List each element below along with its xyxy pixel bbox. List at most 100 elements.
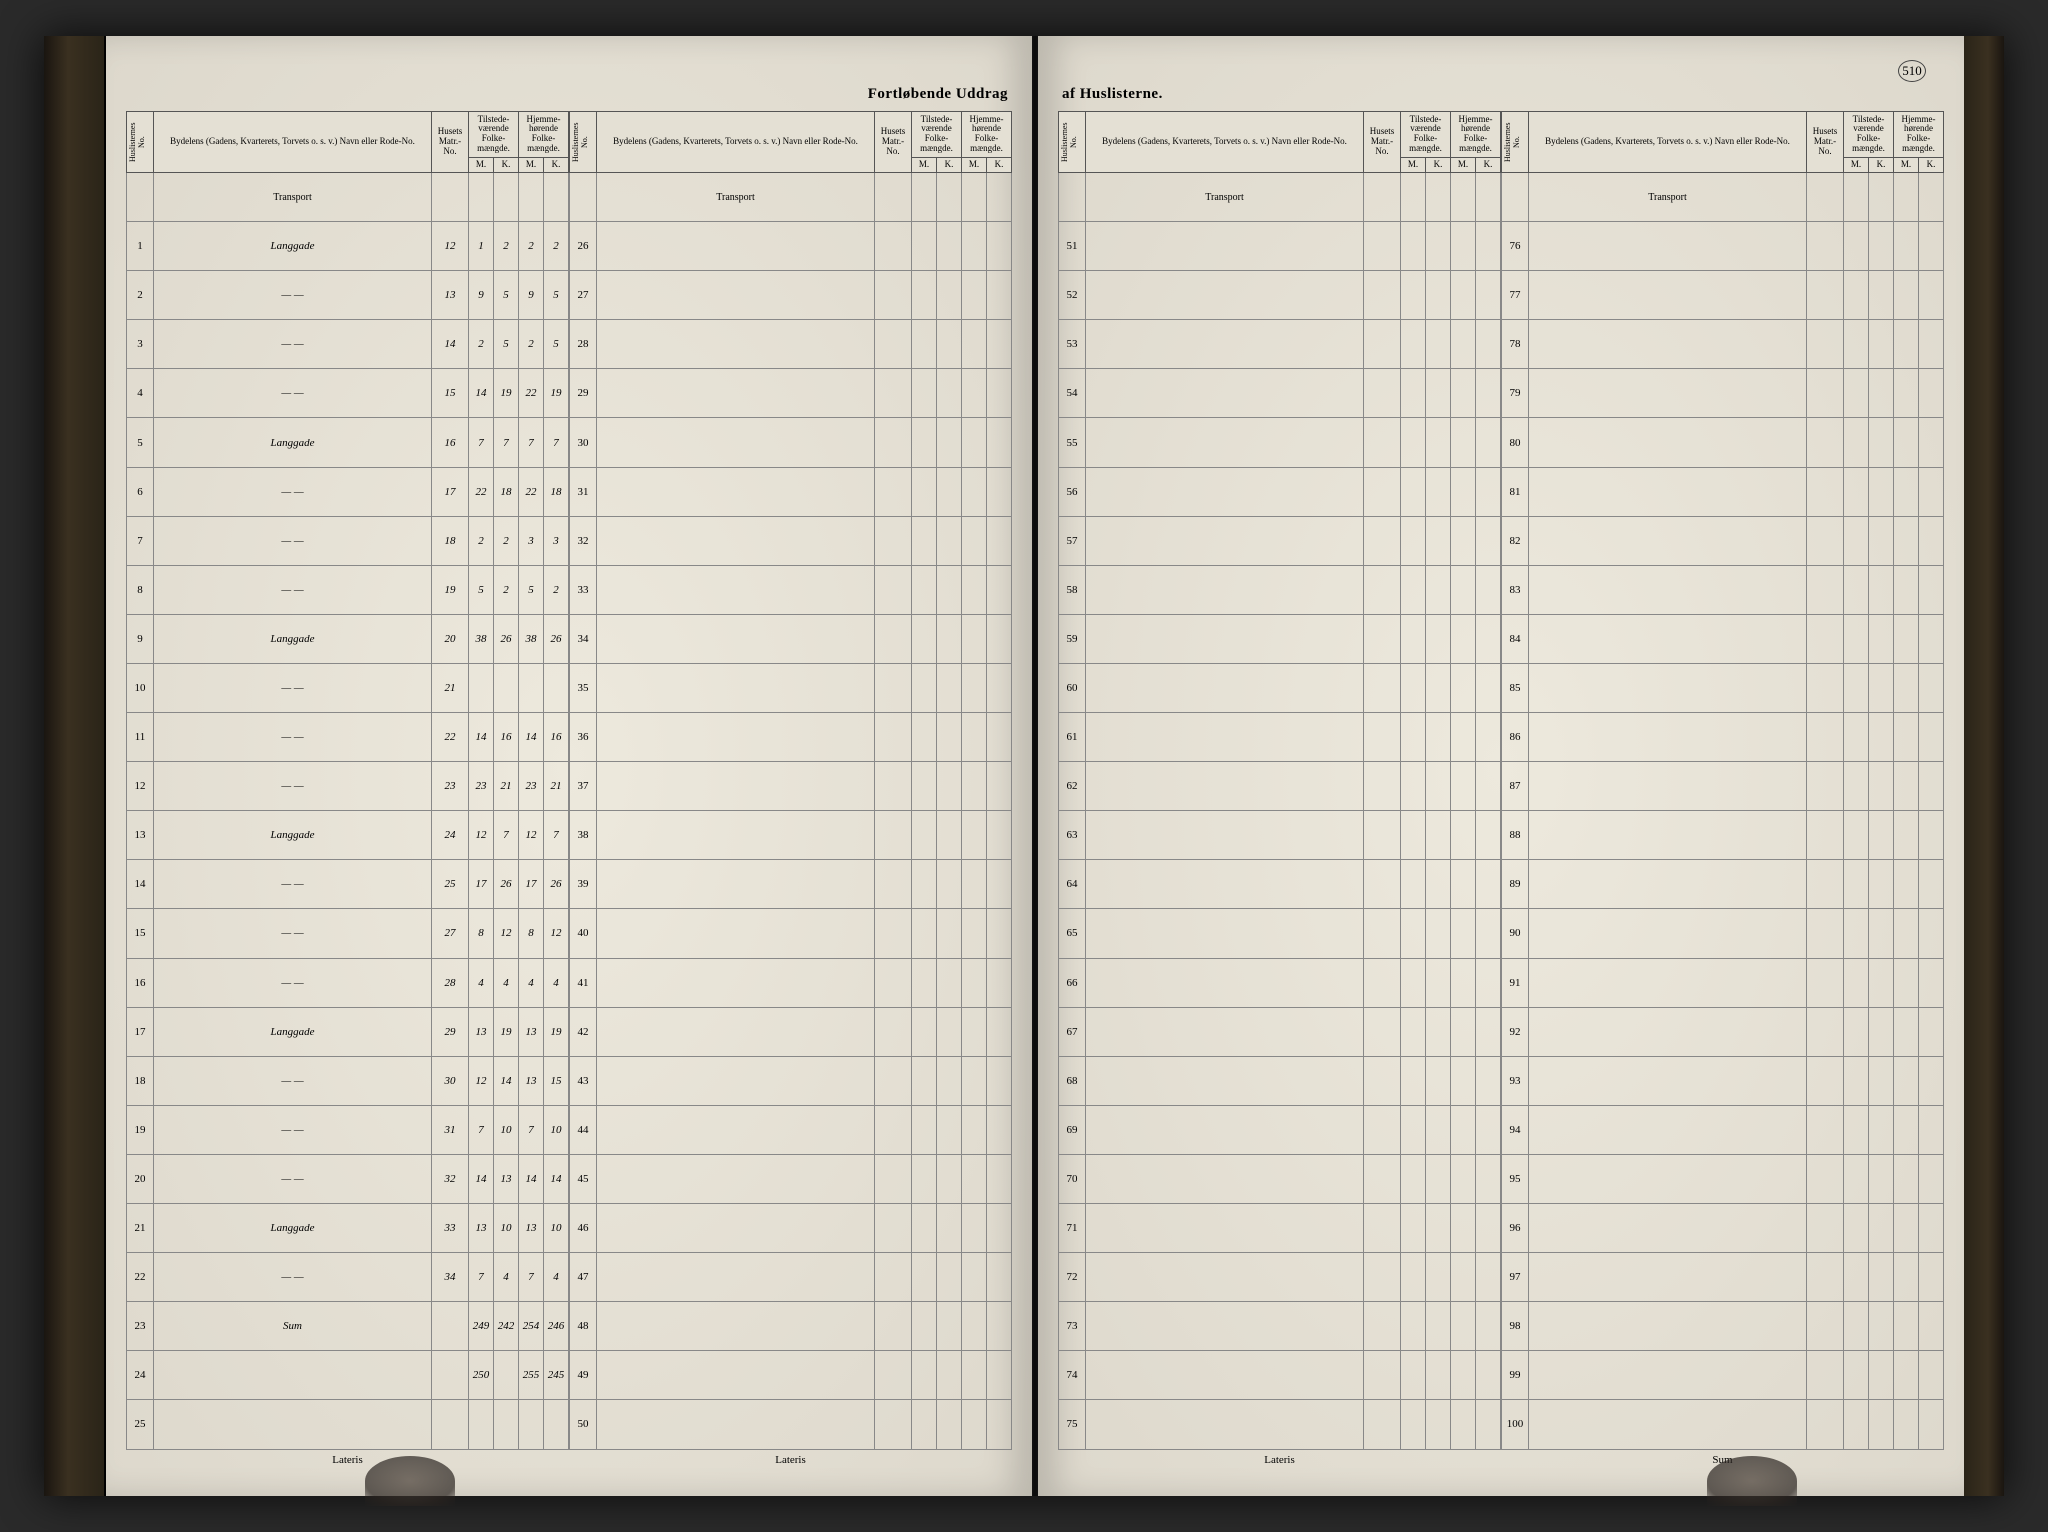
name-cell	[597, 1203, 875, 1252]
row-number: 67	[1059, 1007, 1086, 1056]
hm-cell	[962, 1105, 987, 1154]
name-cell	[1529, 1351, 1807, 1400]
row-number: 42	[570, 1007, 597, 1056]
matr-cell	[875, 663, 912, 712]
hk-cell	[1476, 1400, 1501, 1449]
tk-cell	[1426, 369, 1451, 418]
row-number: 16	[127, 958, 154, 1007]
tk-cell	[1869, 565, 1894, 614]
name-cell	[597, 958, 875, 1007]
tk-cell: 2	[494, 565, 519, 614]
row-number: 66	[1059, 958, 1086, 1007]
name-cell: — —	[154, 516, 432, 565]
hm-cell: 4	[519, 958, 544, 1007]
col-husets: Husets Matr.-No.	[432, 112, 469, 173]
tk-cell: 5	[494, 271, 519, 320]
hm-cell: 7	[519, 1253, 544, 1302]
hm-cell	[1894, 320, 1919, 369]
table-row: 1 Langgade 12 1 2 2 2	[127, 222, 569, 271]
table-row: 56	[1059, 467, 1501, 516]
transport-row: Transport	[1502, 173, 1944, 222]
matr-cell	[875, 909, 912, 958]
tk-cell: 2	[494, 222, 519, 271]
matr-cell	[875, 1351, 912, 1400]
name-cell	[597, 565, 875, 614]
name-cell	[1086, 320, 1364, 369]
hk-cell	[1919, 1007, 1944, 1056]
matr-cell: 29	[432, 1007, 469, 1056]
hm-cell: 13	[519, 1007, 544, 1056]
tk-cell	[1426, 1400, 1451, 1449]
name-cell	[1529, 1400, 1807, 1449]
tk-cell	[1426, 1351, 1451, 1400]
tm-cell	[1844, 467, 1869, 516]
table-header: Huslisternes No. Bydelens (Gadens, Kvart…	[1502, 112, 1944, 173]
table-row: 11 — — 22 14 16 14 16	[127, 713, 569, 762]
row-number: 91	[1502, 958, 1529, 1007]
table-row: 15 — — 27 8 12 8 12	[127, 909, 569, 958]
name-cell: Langgade	[154, 614, 432, 663]
hk-cell	[987, 1253, 1012, 1302]
tm-cell: 12	[469, 811, 494, 860]
tk-cell	[1869, 1007, 1894, 1056]
lateris-label: Lateris	[1058, 1454, 1501, 1466]
name-cell	[1529, 1253, 1807, 1302]
hk-cell	[1919, 565, 1944, 614]
tm-cell: 249	[469, 1302, 494, 1351]
hm-cell: 7	[519, 1105, 544, 1154]
matr-cell: 22	[432, 713, 469, 762]
hk-cell	[1919, 271, 1944, 320]
name-cell	[1086, 1154, 1364, 1203]
row-number: 5	[127, 418, 154, 467]
hm-cell	[1451, 1302, 1476, 1351]
matr-cell	[875, 860, 912, 909]
hm-cell	[1894, 762, 1919, 811]
matr-cell	[1807, 811, 1844, 860]
row-number: 55	[1059, 418, 1086, 467]
tm-cell	[1844, 713, 1869, 762]
tm-cell	[1401, 1203, 1426, 1252]
row-number: 15	[127, 909, 154, 958]
hk-cell	[987, 1056, 1012, 1105]
tm-cell	[912, 1056, 937, 1105]
tm-cell	[1844, 909, 1869, 958]
hm-cell	[1894, 1400, 1919, 1449]
hk-cell	[1919, 418, 1944, 467]
row-number: 19	[127, 1105, 154, 1154]
tm-cell	[1844, 1154, 1869, 1203]
name-cell: — —	[154, 467, 432, 516]
row-number: 71	[1059, 1203, 1086, 1252]
row-number: 92	[1502, 1007, 1529, 1056]
col-hjemme: Hjemme-hørende Folke-mængde.	[962, 112, 1012, 158]
table-row: 47	[570, 1253, 1012, 1302]
table-row: 27	[570, 271, 1012, 320]
tm-cell	[1844, 320, 1869, 369]
tk-cell	[1426, 1007, 1451, 1056]
matr-cell	[1364, 516, 1401, 565]
hk-cell: 4	[544, 958, 569, 1007]
table-row: 62	[1059, 762, 1501, 811]
tk-cell: 4	[494, 958, 519, 1007]
hm-cell	[1894, 958, 1919, 1007]
row-number: 61	[1059, 713, 1086, 762]
matr-cell	[875, 958, 912, 1007]
tm-cell	[1401, 271, 1426, 320]
name-cell: Langgade	[154, 1203, 432, 1252]
tk-cell	[937, 958, 962, 1007]
hk-cell: 18	[544, 467, 569, 516]
tm-cell	[1401, 1351, 1426, 1400]
matr-cell	[875, 1007, 912, 1056]
hm-cell	[1451, 958, 1476, 1007]
tm-cell	[912, 1351, 937, 1400]
table-row: 84	[1502, 614, 1944, 663]
hk-cell	[1919, 1203, 1944, 1252]
tk-cell	[1869, 663, 1894, 712]
row-number: 44	[570, 1105, 597, 1154]
table-row: 90	[1502, 909, 1944, 958]
name-cell	[597, 320, 875, 369]
hm-cell	[1894, 1302, 1919, 1351]
table-row: 96	[1502, 1203, 1944, 1252]
tk-cell: 14	[494, 1056, 519, 1105]
table-row: 26	[570, 222, 1012, 271]
row-number: 78	[1502, 320, 1529, 369]
